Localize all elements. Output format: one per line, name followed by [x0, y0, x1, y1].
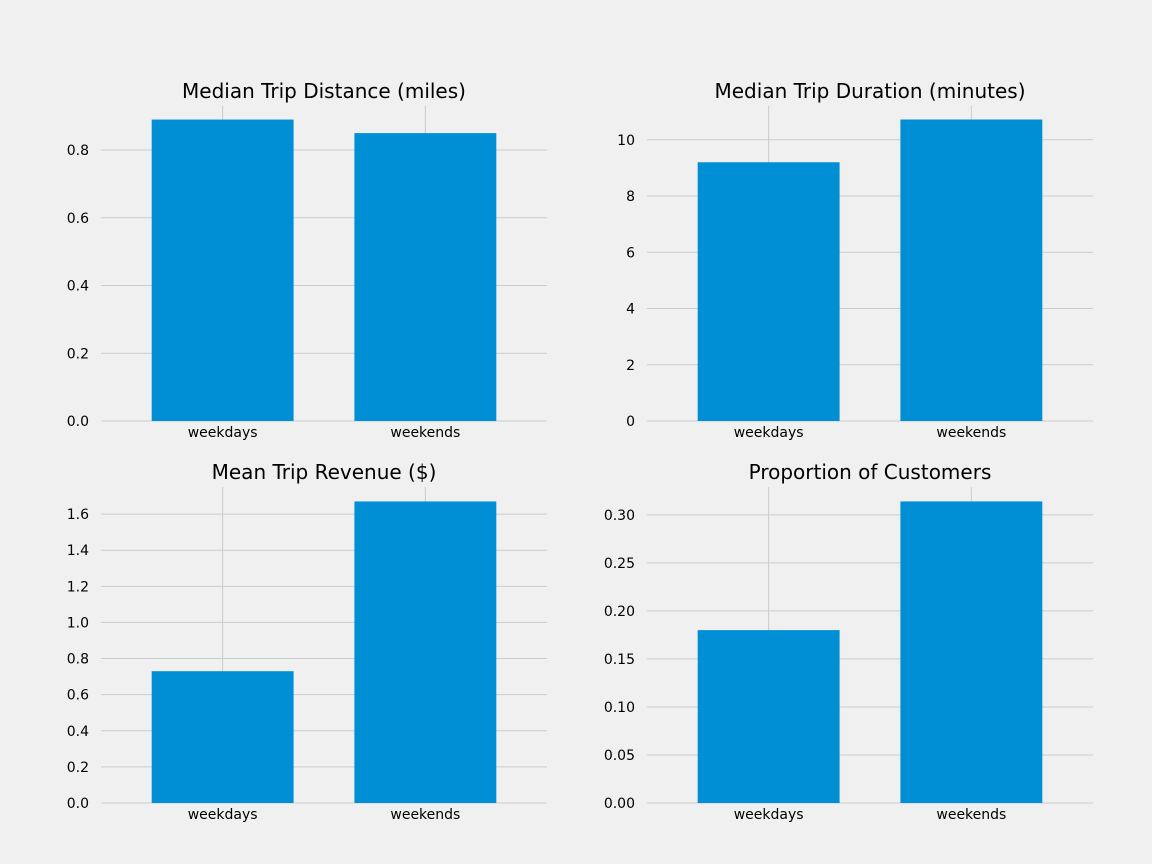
- y-tick-label: 0.4: [67, 279, 89, 295]
- chart-title: Median Trip Duration (minutes): [715, 79, 1026, 103]
- y-tick-label: 0.2: [67, 346, 89, 362]
- y-tick-label: 0.00: [604, 796, 635, 812]
- x-tick-label: weekdays: [188, 425, 258, 441]
- chart-panel-2: 0 2 4 6 8 10 weekdays weekends Median Trip Durat…: [617, 79, 1093, 441]
- y-tick-label: 0.15: [604, 652, 635, 668]
- chart-title: Proportion of Customers: [749, 460, 992, 484]
- x-tick-label: weekends: [936, 807, 1006, 823]
- bar-weekends: [354, 501, 497, 803]
- y-tick-label: 1.0: [67, 615, 89, 631]
- y-tick-label: 0.0: [67, 796, 89, 812]
- x-tick-label: weekends: [390, 807, 460, 823]
- y-tick-label: 6: [626, 245, 635, 261]
- y-tick-label: 0.2: [67, 760, 89, 776]
- y-tick-label: 0.6: [67, 688, 89, 704]
- x-tick-label: weekdays: [734, 425, 804, 441]
- y-tick-label: 0: [626, 414, 635, 430]
- chart-panel-4: 0.00 0.05 0.10 0.15 0.20 0.25 0.30 weekdays week…: [604, 460, 1093, 823]
- y-tick-label: 0.10: [604, 700, 635, 716]
- bar-weekdays: [697, 630, 840, 803]
- y-tick-label: 4: [626, 302, 635, 318]
- bar-weekends: [900, 119, 1043, 421]
- bar-weekdays: [697, 162, 840, 421]
- chart-title: Mean Trip Revenue ($): [212, 460, 437, 484]
- y-tick-label: 1.6: [67, 507, 89, 523]
- chart-panel-3: 0.0 0.2 0.4 0.6 0.8 1.0 1.2 1.4 1.6 weekdays weeke…: [67, 460, 547, 823]
- y-tick-label: 0.0: [67, 414, 89, 430]
- y-tick-label: 0.8: [67, 652, 89, 668]
- x-tick-label: weekdays: [188, 807, 258, 823]
- x-tick-label: weekdays: [734, 807, 804, 823]
- bar-weekends: [354, 133, 497, 421]
- chart-title: Median Trip Distance (miles): [182, 79, 466, 103]
- y-tick-label: 1.2: [67, 579, 89, 595]
- y-tick-label: 0.25: [604, 556, 635, 572]
- y-tick-label: 1.4: [67, 543, 89, 559]
- y-tick-label: 10: [617, 133, 635, 149]
- bar-weekdays: [151, 671, 294, 803]
- x-tick-label: weekends: [936, 425, 1006, 441]
- y-tick-label: 0.4: [67, 724, 89, 740]
- bar-weekdays: [151, 119, 294, 421]
- y-tick-label: 0.8: [67, 143, 89, 159]
- y-tick-label: 0.05: [604, 748, 635, 764]
- y-tick-label: 0.30: [604, 508, 635, 524]
- y-tick-label: 2: [626, 358, 635, 374]
- x-tick-label: weekends: [390, 425, 460, 441]
- bar-weekends: [900, 501, 1043, 803]
- chart-panel-1: 0.0 0.2 0.4 0.6 0.8 weekdays weekends Median Tr…: [67, 79, 547, 441]
- y-tick-label: 8: [626, 189, 635, 205]
- y-tick-label: 0.6: [67, 211, 89, 227]
- y-tick-label: 0.20: [604, 604, 635, 620]
